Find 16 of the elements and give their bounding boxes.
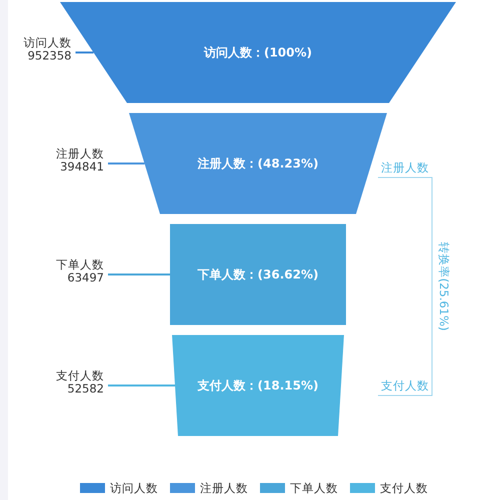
category-label: 访问人数 [24,36,72,50]
data-label: 394841 [60,160,104,174]
text: 转换率(25.61%) [437,242,451,331]
text: 支付人数：(18.15%) [198,378,318,392]
text: 下单人数：(36.62%) [198,268,318,282]
category-label: 支付人数 [381,378,429,392]
category-label: 下单人数 [56,258,104,272]
text: 注册人数 [56,146,104,160]
data-label: 952358 [28,48,72,62]
text: 注册人数 [381,160,429,174]
text: 访问人数：(100%) [204,46,312,60]
category-label: 注册人数 [200,481,248,495]
data-label: 63497 [67,270,104,284]
text: 支付人数 [56,368,104,382]
text: 注册人数：(48.23%) [198,156,318,170]
data-label: 52582 [67,382,104,396]
